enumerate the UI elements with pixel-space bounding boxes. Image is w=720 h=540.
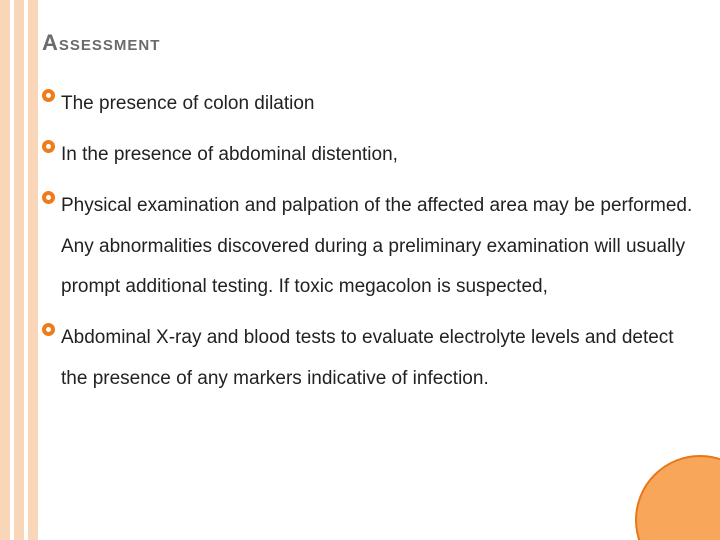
list-item: Abdominal X-ray and blood tests to evalu… [42,318,705,400]
list-item-text: Physical examination and palpation of th… [61,186,705,309]
bullet-icon [42,140,55,153]
list-item: In the presence of abdominal distention, [42,135,705,176]
corner-circle-decoration [635,455,720,540]
slide-title: Assessment [42,30,705,56]
list-item: The presence of colon dilation [42,84,705,125]
bullet-icon [42,191,55,204]
list-item: Physical examination and palpation of th… [42,186,705,309]
bullet-list: The presence of colon dilation In the pr… [38,84,705,400]
list-item-text: Abdominal X-ray and blood tests to evalu… [61,318,705,400]
bullet-icon [42,89,55,102]
bullet-icon [42,323,55,336]
left-stripe-2 [14,0,24,540]
list-item-text: The presence of colon dilation [61,84,315,125]
slide-content: Assessment The presence of colon dilatio… [38,30,705,410]
list-item-text: In the presence of abdominal distention, [61,135,398,176]
left-stripe-3 [28,0,38,540]
left-stripe-1 [0,0,10,540]
